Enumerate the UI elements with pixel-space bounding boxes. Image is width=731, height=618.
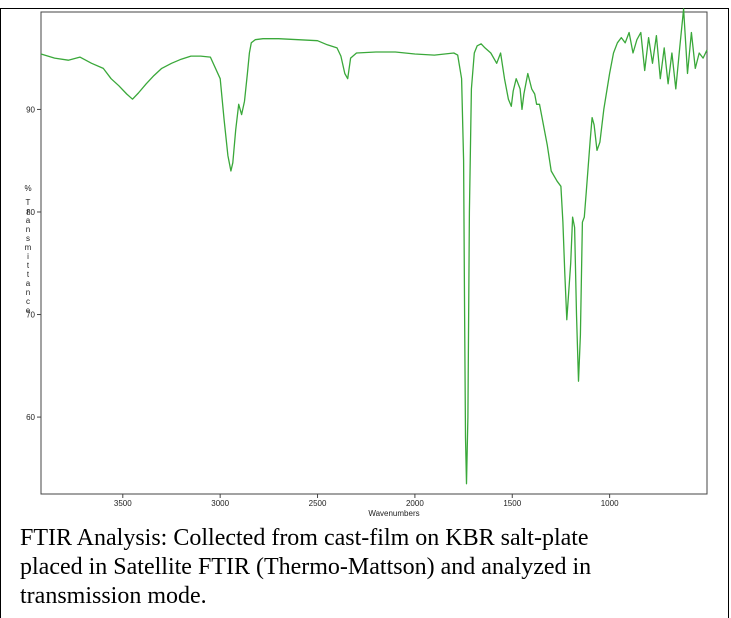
y-tick-label: 80 bbox=[26, 208, 35, 217]
plot-area-border bbox=[40, 11, 708, 495]
y-tick-label: 90 bbox=[26, 105, 35, 114]
y-tick-label: 70 bbox=[26, 311, 35, 320]
x-tick-label: 1500 bbox=[503, 499, 521, 508]
x-tick-label: 3500 bbox=[114, 499, 132, 508]
y-tick-label: 60 bbox=[26, 413, 35, 422]
x-tick-label: 1000 bbox=[601, 499, 619, 508]
caption-line-1: FTIR Analysis: Collected from cast-film … bbox=[20, 525, 589, 551]
ftir-chart: 3500 3000 2500 2000 1500 1000 90 80 70 60 Wavenum… bbox=[14, 8, 724, 523]
figure-frame bbox=[0, 8, 729, 618]
caption-line-3: transmission mode. bbox=[20, 583, 207, 609]
x-tick-label: 3000 bbox=[211, 499, 229, 508]
caption-line-2: placed in Satellite FTIR (Thermo-Mattson… bbox=[20, 554, 592, 580]
x-tick-label: 2000 bbox=[406, 499, 424, 508]
spectrum-line bbox=[40, 8, 708, 485]
ftir-chart-svg: 3500 3000 2500 2000 1500 1000 90 80 70 60 Wavenum… bbox=[24, 8, 708, 518]
figure-caption: FTIR Analysis: Collected from cast-film … bbox=[20, 524, 710, 611]
x-tick-label: 2500 bbox=[309, 499, 327, 508]
x-axis-label: Wavenumbers bbox=[368, 509, 419, 518]
